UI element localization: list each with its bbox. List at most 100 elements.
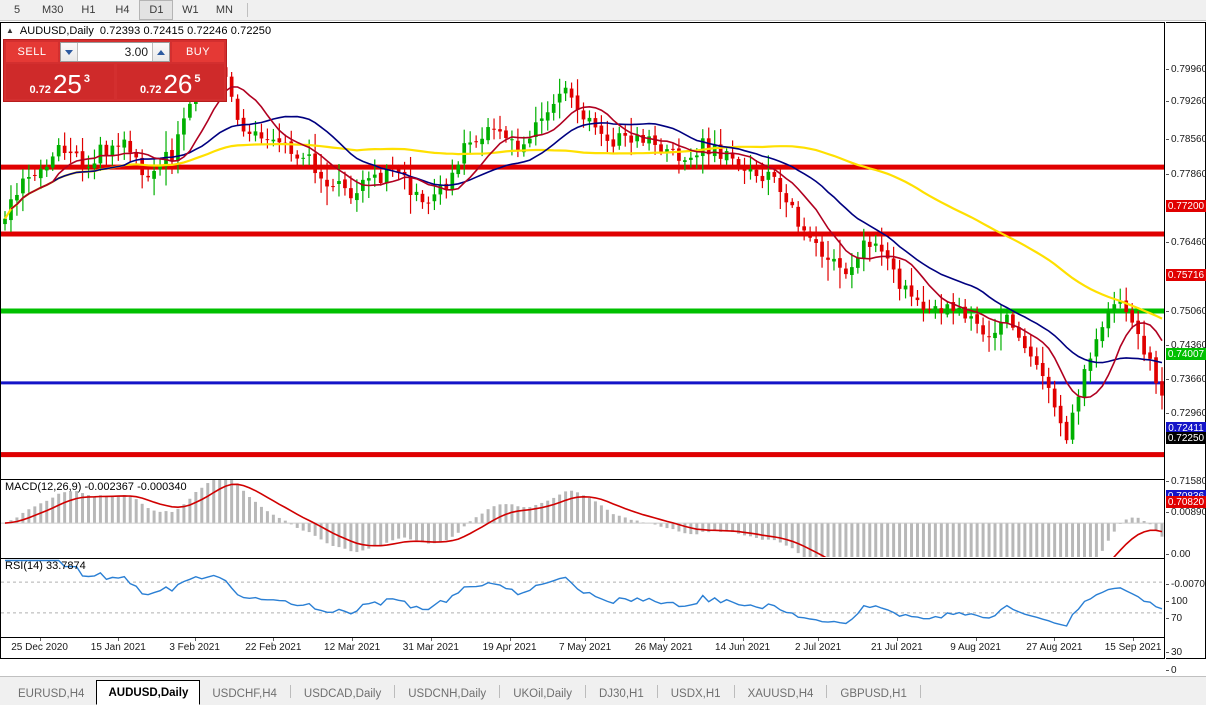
date-axis-tick <box>273 638 275 641</box>
price-scale-tick: 0.77860 <box>1166 168 1206 180</box>
date-axis: 25 Dec 2020 15 Jan 2021 3 Feb 2021 22 Feb 2… <box>1 637 1164 658</box>
price-scale-tick: 0.72960 <box>1166 407 1206 419</box>
date-axis-tick <box>1133 638 1135 641</box>
date-axis-tick <box>118 638 120 641</box>
date-axis-label: 14 Jun 2021 <box>715 642 771 653</box>
date-axis-label: 25 Dec 2020 <box>11 642 68 653</box>
chart-tab-usdchf-h4[interactable]: USDCHF,H4 <box>200 682 289 705</box>
chart-header: ▲ AUDUSD,Daily 0.72393 0.72415 0.72246 0… <box>1 23 1164 38</box>
one-click-trading-panel[interactable]: SELL 3.00 BUY 0.72 25 3 <box>3 39 227 102</box>
chart-tab-dj30-h1[interactable]: DJ30,H1 <box>586 682 656 705</box>
date-axis-label: 12 Mar 2021 <box>324 642 381 653</box>
chart-tab-xauusd-h4[interactable]: XAUUSD,H4 <box>735 682 826 705</box>
rsi-pane[interactable]: RSI(14) 33.7874 <box>1 558 1164 636</box>
price-level-badge[interactable]: 0.70820 <box>1166 496 1206 508</box>
price-scale-tick: 0.75060 <box>1166 305 1206 317</box>
timeframe-button-h4[interactable]: H4 <box>105 0 140 20</box>
tab-divider <box>394 684 396 698</box>
chevron-up-icon <box>157 49 165 55</box>
date-axis-label: 19 Apr 2021 <box>482 642 537 653</box>
chart-tab-eurusd-h4[interactable]: EURUSD,H4 <box>6 682 97 705</box>
sell-button[interactable]: SELL <box>6 42 58 62</box>
buy-price-pipette: 5 <box>194 73 201 85</box>
indicator-scale-tick: 100 <box>1166 595 1206 607</box>
timeframe-button-m30[interactable]: M30 <box>34 0 72 20</box>
volume-stepper[interactable]: 3.00 <box>60 42 170 62</box>
chart-tab-audusd-daily[interactable]: AUDUSD,Daily <box>96 680 201 705</box>
indicator-scale-tick: 0 <box>1166 664 1206 676</box>
tab-divider <box>584 684 586 698</box>
timeframe-toolbar: 5 M30 H1 H4 D1 W1 MN <box>0 0 1206 21</box>
price-level-badge[interactable]: 0.74007 <box>1166 348 1206 360</box>
moving-average-slow <box>4 142 1163 320</box>
chart-window[interactable]: ▲ AUDUSD,Daily 0.72393 0.72415 0.72246 0… <box>0 22 1165 659</box>
price-scale-tick: 0.79960 <box>1166 63 1206 75</box>
price-scale-tick: 0.73660 <box>1166 373 1206 385</box>
date-axis-label: 22 Feb 2021 <box>245 642 302 653</box>
date-axis-tick <box>975 638 977 641</box>
chevron-down-icon <box>65 49 73 55</box>
buy-button[interactable]: BUY <box>172 42 224 62</box>
moving-average-mid <box>16 115 1163 364</box>
indicator-scale-tick: 0.008904 <box>1166 506 1206 518</box>
price-level-badge[interactable]: 0.75716 <box>1166 269 1206 281</box>
date-axis-tick <box>509 638 511 641</box>
volume-input[interactable]: 3.00 <box>78 43 152 61</box>
date-axis-label: 27 Aug 2021 <box>1026 642 1083 653</box>
chart-ohlc-values: 0.72393 0.72415 0.72246 0.72250 <box>99 24 272 37</box>
indicator-scale-tick: 0.00 <box>1166 548 1206 560</box>
trade-panel-quotes: 0.72 25 3 0.72 26 5 <box>4 64 226 101</box>
tab-divider <box>289 684 291 698</box>
timeframe-button-w1[interactable]: W1 <box>173 0 208 20</box>
trade-panel-controls: SELL 3.00 BUY <box>4 40 226 64</box>
volume-increase-button[interactable] <box>152 43 169 61</box>
buy-price-prefix: 0.72 <box>140 84 162 96</box>
chart-tab-ukoil-daily[interactable]: UKOil,Daily <box>501 682 584 705</box>
sell-price-quote[interactable]: 0.72 25 3 <box>6 64 114 99</box>
date-axis-label: 31 Mar 2021 <box>402 642 459 653</box>
chart-tab-usdx-h1[interactable]: USDX,H1 <box>658 682 733 705</box>
price-scale[interactable]: 0.79960 0.79260 0.78560 0.77860 0.76460 0.750… <box>1166 22 1206 676</box>
collapse-triangle-icon[interactable]: ▲ <box>6 25 14 35</box>
date-axis-tick <box>1054 638 1056 641</box>
price-scale-tick: 0.79260 <box>1166 95 1206 107</box>
price-level-badge[interactable]: 0.72411 <box>1166 422 1206 434</box>
timeframe-button-d1[interactable]: D1 <box>139 0 174 20</box>
buy-price-quote[interactable]: 0.72 26 5 <box>116 64 224 99</box>
date-axis-tick <box>430 638 432 641</box>
toolbar-divider <box>247 3 249 17</box>
macd-plot <box>1 480 1164 557</box>
macd-pane[interactable]: MACD(12,26,9) -0.002367 -0.000340 <box>1 479 1164 557</box>
timeframe-button-mn[interactable]: MN <box>207 0 242 20</box>
sell-price-main: 25 <box>52 69 82 99</box>
candlestick-plot <box>1 44 1164 458</box>
date-axis-tick <box>194 638 196 641</box>
chart-tab-bar: EURUSD,H4 AUDUSD,Daily USDCHF,H4 USDCAD,Dai… <box>0 676 1206 705</box>
chart-tab-gbpusd-h1[interactable]: GBPUSD,H1 <box>828 682 919 705</box>
date-axis-label: 3 Feb 2021 <box>169 642 220 653</box>
indicator-scale-tick: 70 <box>1166 612 1206 624</box>
price-scale-tick: 0.76460 <box>1166 236 1206 248</box>
macd-signal-line <box>4 483 1163 557</box>
volume-decrease-button[interactable] <box>61 43 78 61</box>
price-scale-tick: 0.78560 <box>1166 133 1206 145</box>
date-axis-label: 21 Jul 2021 <box>870 642 923 653</box>
chart-tab-usdcnh-daily[interactable]: USDCNH,Daily <box>396 682 499 705</box>
timeframe-button-m5[interactable]: 5 <box>0 0 34 20</box>
price-scale-tick: 0.71580 <box>1166 475 1206 487</box>
tab-divider <box>656 684 658 698</box>
price-level-badge[interactable]: 0.72250 <box>1166 432 1206 444</box>
date-axis-tick <box>896 638 898 641</box>
price-level-badge[interactable]: 0.77200 <box>1166 200 1206 212</box>
date-axis-label: 9 Aug 2021 <box>950 642 1001 653</box>
date-axis-tick <box>818 638 820 641</box>
chart-tab-usdcad-daily[interactable]: USDCAD,Daily <box>291 682 394 705</box>
chart-symbol-label: AUDUSD,Daily <box>19 24 94 37</box>
tab-divider <box>733 684 735 698</box>
timeframe-button-h1[interactable]: H1 <box>71 0 106 20</box>
indicator-scale-tick: 30 <box>1166 646 1206 658</box>
date-axis-label: 15 Jan 2021 <box>90 642 146 653</box>
date-axis-label: 2 Jul 2021 <box>795 642 842 653</box>
sell-price-pipette: 3 <box>83 73 90 85</box>
